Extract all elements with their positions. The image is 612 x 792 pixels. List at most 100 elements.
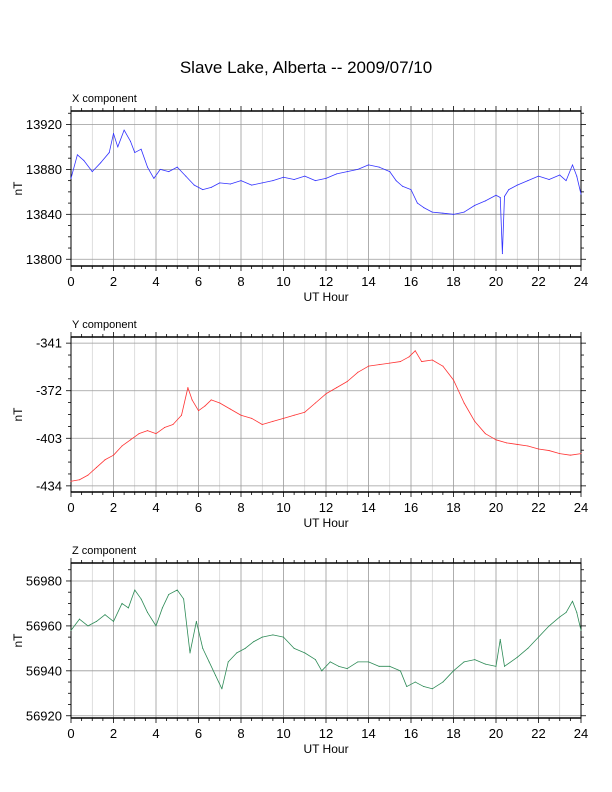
data-point — [147, 611, 148, 613]
data-point — [138, 433, 140, 435]
x-tick-label: 10 — [276, 274, 290, 289]
x-tick-label: 16 — [404, 726, 418, 741]
data-point — [410, 189, 412, 191]
data-point — [304, 652, 306, 654]
data-point — [484, 200, 486, 202]
data-point — [134, 152, 136, 154]
data-point — [113, 620, 114, 622]
data-point — [565, 611, 567, 613]
data-point — [453, 379, 454, 381]
data-point — [108, 152, 110, 154]
data-point — [155, 625, 157, 627]
data-point — [130, 140, 131, 142]
data-point — [442, 681, 444, 683]
data-point — [79, 618, 80, 620]
data-point — [202, 189, 204, 191]
data-point — [416, 202, 418, 204]
data-point — [368, 365, 369, 367]
x-tick-label: 14 — [361, 274, 375, 289]
data-point — [123, 129, 125, 131]
data-point — [304, 175, 306, 177]
data-point — [325, 177, 327, 179]
data-point — [580, 453, 582, 455]
x-tick-label: 8 — [237, 500, 244, 515]
x-tick-label: 6 — [195, 726, 202, 741]
y-tick-label: -372 — [36, 383, 62, 398]
data-point — [210, 399, 212, 401]
x-tick-label: 2 — [110, 726, 117, 741]
data-point — [538, 636, 539, 638]
panel-title: X component — [72, 93, 137, 105]
data-point — [559, 174, 561, 176]
data-point — [104, 614, 106, 616]
data-point — [161, 607, 163, 609]
data-point — [181, 414, 182, 416]
x-tick-label: 16 — [404, 500, 418, 515]
data-point — [191, 399, 193, 401]
data-point — [453, 670, 454, 672]
data-point — [210, 186, 212, 188]
data-point — [272, 180, 274, 182]
data-point — [357, 661, 359, 663]
data-point — [261, 636, 263, 638]
data-point — [548, 179, 550, 181]
data-point — [189, 652, 191, 654]
data-point — [272, 420, 274, 422]
data-point — [453, 213, 454, 215]
x-axis-label: UT Hour — [303, 742, 348, 756]
chart-panel-1: 0 2 4 6 8 10 12 14 16 18 20 22 241380013840138801392… — [11, 93, 588, 304]
data-point — [572, 164, 573, 166]
data-point — [346, 668, 348, 670]
data-point — [495, 439, 497, 441]
x-tick-label: 14 — [361, 500, 375, 515]
data-point — [183, 598, 185, 600]
data-point — [402, 185, 403, 187]
data-point — [474, 659, 476, 661]
data-point — [70, 480, 72, 482]
data-point — [272, 634, 274, 636]
data-point — [83, 159, 85, 161]
data-point — [293, 647, 295, 649]
data-point — [244, 647, 246, 649]
data-point — [117, 146, 119, 148]
data-point — [215, 674, 216, 676]
data-point — [229, 408, 231, 410]
x-tick-label: 6 — [195, 500, 202, 515]
x-tick-label: 0 — [67, 726, 74, 741]
data-point — [389, 665, 391, 667]
data-point — [140, 598, 142, 600]
data-point — [527, 445, 529, 447]
x-tick-label: 4 — [152, 274, 159, 289]
y-tick-label: 13840 — [26, 207, 62, 222]
x-tick-label: 8 — [237, 274, 244, 289]
data-point — [378, 364, 380, 366]
data-point — [227, 661, 229, 663]
data-point — [336, 387, 338, 389]
data-point — [104, 459, 106, 461]
data-point — [495, 665, 497, 667]
x-tick-label: 2 — [110, 500, 117, 515]
data-point — [389, 171, 391, 173]
data-point — [147, 430, 148, 432]
data-point — [76, 154, 78, 156]
data-point — [79, 479, 80, 481]
data-point — [463, 661, 465, 663]
data-point — [474, 204, 476, 206]
data-point — [506, 442, 508, 444]
y-tick-label: 56980 — [26, 573, 62, 588]
x-tick-label: 18 — [446, 500, 460, 515]
x-tick-label: 20 — [489, 726, 503, 741]
data-point — [240, 414, 242, 416]
x-axis-label: UT Hour — [303, 516, 348, 530]
data-point — [431, 359, 433, 361]
x-tick-label: 12 — [319, 726, 333, 741]
data-point — [304, 411, 306, 413]
y-tick-label: 13800 — [26, 252, 62, 267]
y-tick-label: -403 — [36, 431, 62, 446]
data-point — [198, 410, 199, 412]
data-point — [176, 589, 178, 591]
x-tick-label: 8 — [237, 726, 244, 741]
data-point — [368, 164, 369, 166]
y-axis-label: nT — [11, 407, 25, 422]
